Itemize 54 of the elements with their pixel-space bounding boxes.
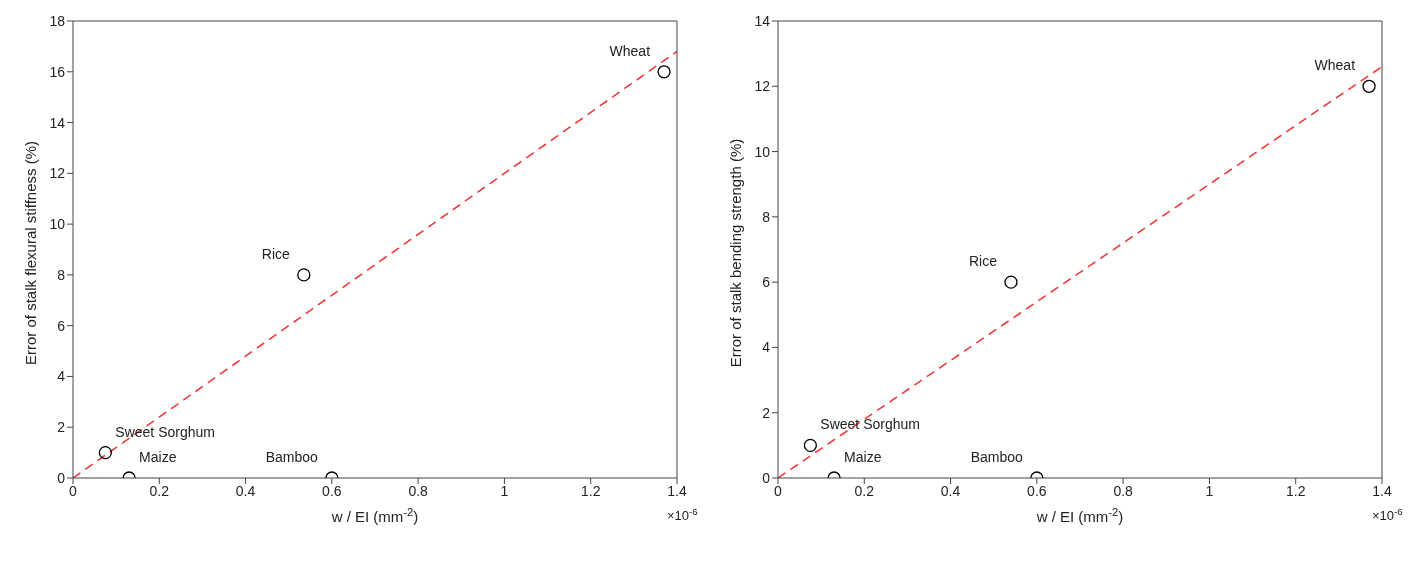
point bbox=[1362, 79, 1376, 93]
y-tick-label: 10 bbox=[754, 143, 771, 160]
x-tick-label: 0 bbox=[69, 482, 78, 499]
y-tick-label: 12 bbox=[754, 78, 771, 95]
text: ×10$^{-6}$ bbox=[667, 505, 698, 523]
x-tick-label: 1.4 bbox=[1372, 482, 1392, 499]
x-tick-label: 1.2 bbox=[1285, 482, 1306, 499]
y-tick-label: 0 bbox=[57, 469, 66, 486]
annotation: Bamboo bbox=[970, 449, 1024, 465]
y-tick-label: 18 bbox=[49, 12, 66, 29]
x-tick-label: 0.2 bbox=[854, 482, 875, 499]
y-tick-label: 16 bbox=[49, 63, 66, 80]
annotation: Wheat bbox=[609, 42, 651, 59]
annotation: Bamboo bbox=[265, 449, 319, 465]
x-tick-label: 0.4 bbox=[940, 482, 961, 499]
annotation: Maize bbox=[844, 449, 882, 465]
x-tick-label: 0.6 bbox=[1027, 482, 1047, 499]
y-tick-label: 0 bbox=[762, 469, 771, 486]
y-tick-label: 12 bbox=[49, 165, 66, 182]
y-tick-label: 2 bbox=[762, 404, 771, 421]
annotation: Rice bbox=[261, 245, 291, 262]
annotation: Wheat bbox=[1314, 57, 1356, 74]
y-tick-label: 2 bbox=[57, 419, 66, 436]
y-axis-title: Error of stalk bending strength (%) bbox=[726, 138, 744, 368]
y-tick-label: 10 bbox=[49, 216, 66, 233]
x-tick-label: 0 bbox=[774, 482, 783, 499]
x-tick-label: 1.2 bbox=[580, 482, 601, 499]
x-tick-label: 0.6 bbox=[322, 482, 342, 499]
y-tick-label: 8 bbox=[762, 208, 771, 225]
x-tick-label: 0.8 bbox=[1113, 482, 1134, 499]
text: ×10$^{-6}$ bbox=[1372, 505, 1403, 523]
annotation: Sweet Sorghum bbox=[820, 416, 920, 433]
y-tick-label: 6 bbox=[762, 274, 771, 291]
x-axis-title: w / EI (mm$^{-2}$) bbox=[330, 506, 419, 525]
y-tick-label: 6 bbox=[57, 317, 66, 334]
point bbox=[297, 268, 311, 282]
annotation: Sweet Sorghum bbox=[115, 423, 215, 440]
point bbox=[1004, 275, 1018, 289]
y-axis-title: Error of stalk flexural stiffness (%) bbox=[21, 141, 39, 365]
y-tick-label: 14 bbox=[754, 12, 771, 29]
x-axis-title: w / EI (mm$^{-2}$) bbox=[1035, 506, 1124, 525]
x-tick-label: 0.2 bbox=[149, 482, 170, 499]
point bbox=[657, 65, 671, 79]
annotation: Maize bbox=[139, 449, 177, 465]
x-tick-label: 1 bbox=[500, 482, 509, 499]
y-tick-label: 14 bbox=[49, 114, 66, 131]
y-tick-label: 4 bbox=[762, 339, 771, 356]
annotation: Rice bbox=[968, 253, 998, 270]
x-tick-label: 0.4 bbox=[235, 482, 256, 499]
y-tick-label: 8 bbox=[57, 266, 66, 283]
y-tick-label: 4 bbox=[57, 368, 66, 385]
x-tick-label: 0.8 bbox=[408, 482, 429, 499]
x-tick-label: 1 bbox=[1205, 482, 1214, 499]
x-tick-label: 1.4 bbox=[667, 482, 687, 499]
